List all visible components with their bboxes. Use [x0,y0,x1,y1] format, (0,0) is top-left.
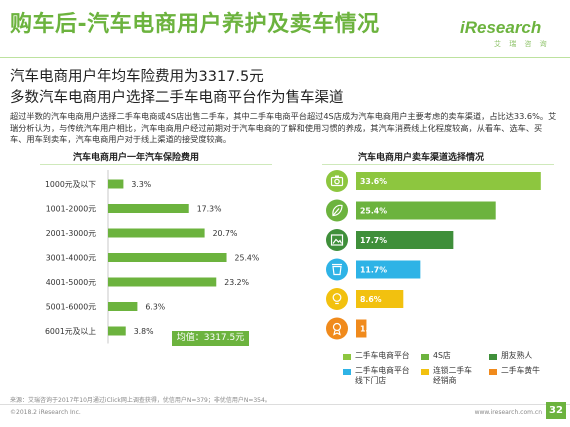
insurance-chart-title: 汽车电商用户一年汽车保险费用 [73,153,200,163]
average-annotation: 均值：3317.5元 [172,331,249,346]
website-link[interactable]: www.iresearch.com.cn [474,409,542,416]
page-number: 32 [546,402,566,419]
legend-swatch [343,369,351,375]
value-label: 3.8% [134,327,154,336]
bar [356,319,367,338]
badge-circle [332,322,342,332]
category-label: 5001-6000元 [46,303,96,312]
insurance-bar-chart: 1000元及以下 3.3% 1001-2000元 17.3% 2001-3000元 20.… [45,170,260,344]
page-title: 购车后-汽车电商用户养护及卖车情况 [10,12,380,37]
cup-icon [332,263,342,276]
logo-subtext: 艾 瑞 咨 询 [494,40,550,48]
legend-label: 二手车电商平台 [355,351,410,360]
bar [108,253,227,262]
category-label: 2001-3000元 [46,229,96,238]
legend-label: 朋友熟人 [501,351,533,360]
leaf-icon [332,204,343,217]
description-paragraph: 超过半数的汽车电商用户选择二手车电商或4S店出售二手车，其中二手车电商平台超过4… [10,111,557,144]
channel-bar-chart: 33.6% 25.4% 17.7% 11.7% 8.6% 1.9% [326,170,541,340]
picture-icon [330,234,344,246]
value-label: 20.7% [213,229,238,238]
bar [356,172,541,190]
icon-badge [326,317,348,340]
bar [356,201,496,220]
frame [330,234,344,246]
camera-top [335,175,339,178]
source-note: 来源：艾瑞咨询于2017年10月通过iClick网上调查获得，优信用户N=379… [10,397,271,404]
bar [356,260,421,279]
legend-label: 二手车电商平台线下门店 [355,366,410,385]
leaf-shape [332,204,343,217]
logo-text: iResearch [460,18,542,37]
bar [108,326,126,336]
legend-swatch [489,354,497,360]
legend-swatch [421,354,429,360]
iresearch-logo: iResearch 艾 瑞 咨 询 [460,18,552,52]
bar [108,277,217,287]
legend-label: 连锁二手车经销商 [433,366,472,385]
value-label: 6.3% [145,303,165,312]
bar [108,179,124,189]
legend-item: 二手车电商平台线下门店 [343,366,415,390]
icon-badge [326,258,348,281]
bar [356,290,404,308]
badge-ribbon [333,330,341,336]
cup-body [332,265,342,276]
value-label: 17.3% [197,205,222,214]
value-label: 25.4% [235,254,260,263]
value-label: 25.4% [360,207,387,216]
category-label: 1001-2000元 [46,205,96,214]
insurance-title-underline [40,164,272,165]
category-label: 1000元及以下 [45,180,96,189]
legend-label: 二手车黄牛 [501,366,540,375]
value-label: 1.9% [360,325,382,334]
footer-divider [0,404,570,405]
copyright: ©2018.2 iResearch Inc. [10,409,81,416]
legend-item: 连锁二手车经销商 [421,366,481,390]
camera-lens [334,178,340,185]
value-label: 23.2% [224,278,249,287]
bulb-glass [332,293,342,302]
channel-chart-title: 汽车电商用户卖车渠道选择情况 [358,153,485,163]
value-label: 17.7% [360,236,387,245]
value-label: 11.7% [360,266,387,275]
camera-icon [330,175,344,187]
channel-title-underline [322,164,554,165]
category-label: 3001-4000元 [46,254,96,263]
bar [108,302,138,311]
category-label: 4001-5000元 [46,278,96,287]
value-label: 8.6% [360,295,382,304]
bar [108,228,205,238]
legend-swatch [421,369,429,375]
value-label: 33.6% [360,177,387,186]
value-label: 3.3% [131,180,151,189]
badge-icon [332,322,342,336]
channel-legend: 二手车电商平台 4S店 朋友熟人 二手车电商平台线下门店 连锁二手车经销商 二手… [343,351,563,397]
legend-swatch [343,354,351,360]
legend-swatch [489,369,497,375]
icon-badge [326,288,348,310]
bar [356,231,454,249]
category-label: 6001元及以上 [45,327,96,336]
icon-badge [326,170,348,192]
mountain [332,238,343,244]
headline-insurance: 汽车电商用户年均车险费用为3317.5元 [10,69,264,85]
title-divider [0,57,570,58]
headline-channel: 多数汽车电商用户选择二手车电商平台作为售车渠道 [10,90,344,106]
legend-label: 4S店 [433,351,451,360]
leaf-vein [332,208,340,216]
bar [108,204,189,213]
bulb-icon [332,293,342,305]
